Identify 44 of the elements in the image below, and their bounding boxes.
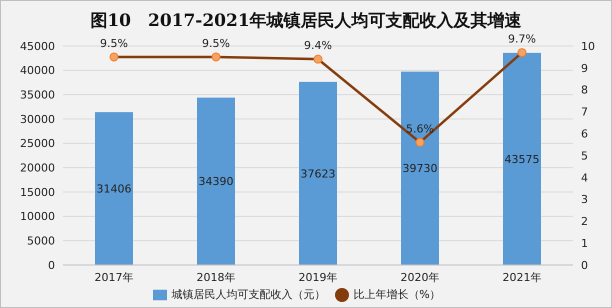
y2-tick-label: 1 [581,237,588,250]
x-tick-label: 2020年 [400,270,440,284]
y2-tick-label: 10 [581,40,595,53]
data-label: 9.5% [100,36,128,50]
data-label: 9.7% [508,32,536,46]
y-tick-label: 15000 [20,186,55,199]
x-tick-label: 2017年 [94,270,134,284]
y2-tick-label: 8 [581,84,588,97]
y2-tick-label: 9 [581,62,588,75]
y-tick-label: 35000 [20,88,55,102]
y-tick-label: 45000 [20,40,55,53]
data-label: 34390 [198,175,234,188]
legend-label: 比上年增长（%） [353,288,441,301]
x-tick-label: 2021年 [502,270,542,284]
y-tick-label: 5000 [27,234,55,248]
y-tick-label: 40000 [20,64,55,78]
data-label: 39730 [402,162,438,176]
y2-tick-label: 5 [581,149,588,162]
bar [95,112,133,265]
data-label: 9.5% [202,36,230,50]
y2-tick-label: 3 [581,193,588,206]
chart-title: 图10 2017-2021年城镇居民人均可支配收入及其增速 [89,10,523,32]
y-tick-label: 25000 [20,137,55,150]
y2-tick-label: 6 [581,128,588,141]
y2-tick-label: 2 [581,215,588,228]
y2-tick-label: 7 [581,106,588,119]
bar [503,52,541,265]
data-label: 31406 [96,182,132,196]
legend-label: 城镇居民人均可支配收入（元） [171,288,326,301]
bar [197,98,235,265]
bar [299,82,337,265]
bar [401,72,439,265]
y-tick-label: 10000 [20,210,55,224]
y-tick-label: 30000 [20,112,55,126]
y2-tick-label: 4 [581,171,588,184]
data-label: 5.6% [406,122,434,136]
data-label: 43575 [504,152,540,166]
data-label: 9.4% [304,39,332,52]
data-label: 37623 [300,167,336,180]
x-tick-label: 2019年 [298,270,338,284]
y-tick-label: 20000 [20,162,55,175]
x-tick-label: 2018年 [196,270,236,284]
y2-tick-label: 0 [581,258,588,272]
y-tick-label: 0 [48,258,55,272]
